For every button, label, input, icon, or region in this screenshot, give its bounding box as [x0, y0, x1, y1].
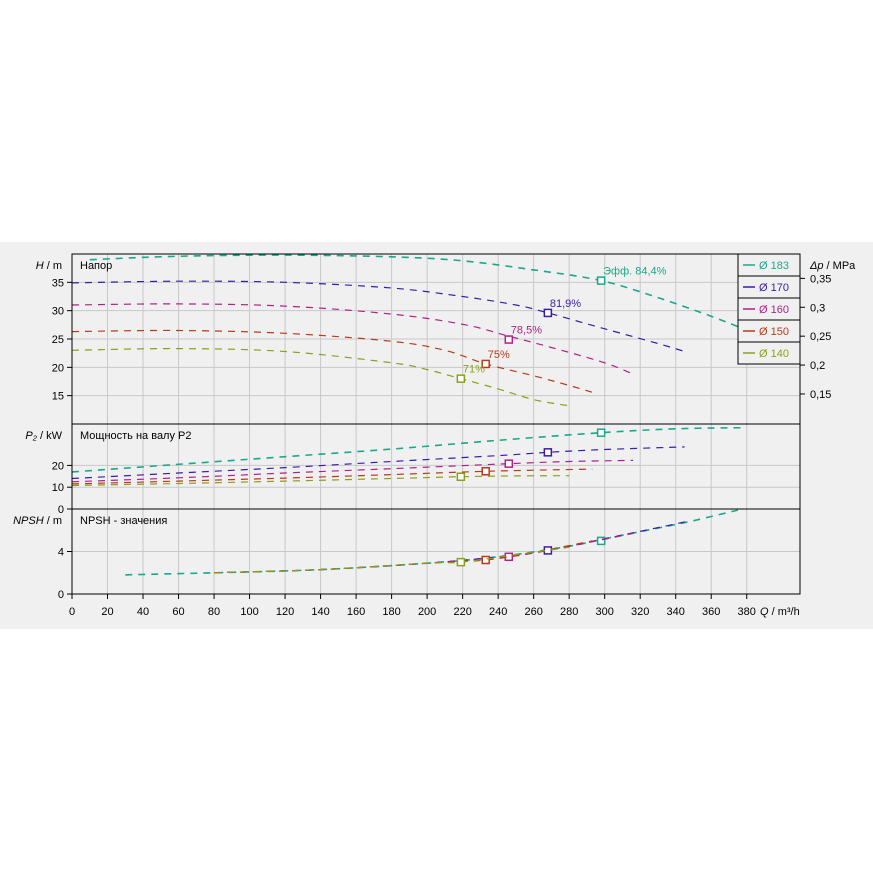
legend-entry-label: Ø 150: [759, 326, 789, 338]
power-series-line: [71, 459, 634, 483]
power-y-axis-label: P₂ / kW: [25, 430, 62, 442]
power-bep-marker: [456, 472, 466, 481]
npsh-y-tick-label: 4: [58, 547, 64, 559]
head-series-line: [71, 329, 593, 393]
legend-entry-label: Ø 170: [759, 282, 789, 294]
x-tick-label: 160: [347, 606, 365, 618]
x-tick-label: 80: [208, 606, 220, 618]
head-bep-label: 78,5%: [511, 325, 542, 337]
frame-layer: [67, 253, 805, 599]
npsh-y-tick-label: 0: [58, 589, 64, 601]
legend-entry-label: Ø 140: [759, 348, 789, 360]
head-bep-label: Эфф. 84,4%: [603, 266, 667, 278]
head-y-tick-label: 15: [52, 391, 64, 403]
right-axis-tick-label: 0,35: [810, 273, 831, 285]
npsh-panel-frame: [71, 508, 801, 595]
power-bep-marker: [504, 459, 514, 468]
head-y-tick-label: 30: [52, 306, 64, 318]
pump-curve-chart: 0 20 40 60 80 100 120 140 160 180 200 220 240 260 280 3…: [0, 242, 873, 629]
head-series-line: [71, 280, 685, 353]
npsh-series-line: [213, 546, 570, 574]
chart-svg: 0 20 40 60 80 100 120 140 160 180 200 220 240 260 280 3…: [13, 253, 856, 618]
x-axis-label: Q / m³/h: [760, 606, 800, 618]
head-y-tick-label: 20: [52, 362, 64, 374]
power-series-line: [71, 446, 685, 480]
power-bep-marker: [481, 467, 490, 476]
head-y-axis-label: H / m: [36, 260, 62, 272]
x-tick-label: 40: [137, 606, 149, 618]
power-bep-marker: [543, 448, 553, 457]
x-tick-label: 360: [702, 606, 720, 618]
head-panel-title: Напор: [80, 260, 112, 272]
curve-layer: [71, 254, 744, 576]
x-tick-label: 320: [631, 606, 649, 618]
npsh-bep-marker: [543, 546, 553, 555]
npsh-panel-title: NPSH - значения: [80, 515, 167, 527]
right-axis-tick-label: 0,25: [810, 331, 831, 343]
head-series-line: [71, 303, 634, 375]
npsh-bep-marker: [456, 557, 466, 567]
legend: Ø 183 Ø 170 Ø 160 Ø 150 Ø 140: [737, 253, 801, 365]
power-y-tick-label: 20: [52, 460, 64, 472]
right-axis-label: Δp / MPa: [809, 260, 856, 272]
x-tick-label: 280: [560, 606, 578, 618]
x-tick-label: 240: [489, 606, 507, 618]
power-y-tick-label: 10: [52, 482, 64, 494]
npsh-series-line: [213, 532, 634, 574]
x-tick-label: 300: [596, 606, 614, 618]
power-bep-marker: [596, 428, 606, 437]
head-y-tick-label: 25: [52, 334, 64, 346]
x-tick-label: 140: [311, 606, 329, 618]
head-series-line: [71, 347, 570, 407]
x-tick-label: 60: [172, 606, 184, 618]
x-tick-label: 20: [101, 606, 113, 618]
head-bep-label: 71%: [463, 364, 485, 376]
power-panel-title: Мощность на валу P2: [80, 430, 192, 442]
head-bep-marker: [504, 335, 514, 344]
head-y-tick-label: 35: [52, 277, 64, 289]
label-layer: 0 20 40 60 80 100 120 140 160 180 200 220 240 260 280 3…: [13, 260, 856, 618]
npsh-bep-marker: [596, 536, 606, 546]
x-tick-label: 0: [69, 606, 75, 618]
x-tick-label: 220: [453, 606, 471, 618]
right-axis-tick-label: 0,2: [810, 360, 825, 372]
head-bep-label: 75%: [488, 349, 510, 361]
head-bep-marker: [456, 374, 466, 383]
legend-entry-label: Ø 183: [759, 260, 789, 272]
right-axis-tick-label: 0,15: [810, 389, 831, 401]
npsh-series-line: [125, 509, 739, 576]
power-y-tick-label: 0: [58, 504, 64, 516]
head-bep-marker: [481, 359, 490, 369]
x-tick-label: 340: [667, 606, 685, 618]
power-series-line: [71, 468, 593, 485]
x-tick-label: 180: [382, 606, 400, 618]
x-tick-label: 100: [240, 606, 258, 618]
npsh-y-axis-label: NPSH / m: [13, 515, 62, 527]
head-bep-marker: [543, 308, 553, 318]
head-series-line: [89, 254, 744, 330]
legend-entry-label: Ø 160: [759, 304, 789, 316]
x-tick-label: 200: [418, 606, 436, 618]
npsh-bep-marker: [481, 555, 490, 565]
npsh-series-line: [213, 540, 593, 574]
right-axis-tick-label: 0,3: [810, 302, 825, 314]
head-bep-label: 81,9%: [550, 298, 581, 310]
x-tick-label: 120: [276, 606, 294, 618]
x-tick-label: 380: [738, 606, 756, 618]
power-series-line: [71, 426, 744, 473]
head-bep-marker: [596, 276, 606, 285]
x-tick-label: 260: [524, 606, 542, 618]
